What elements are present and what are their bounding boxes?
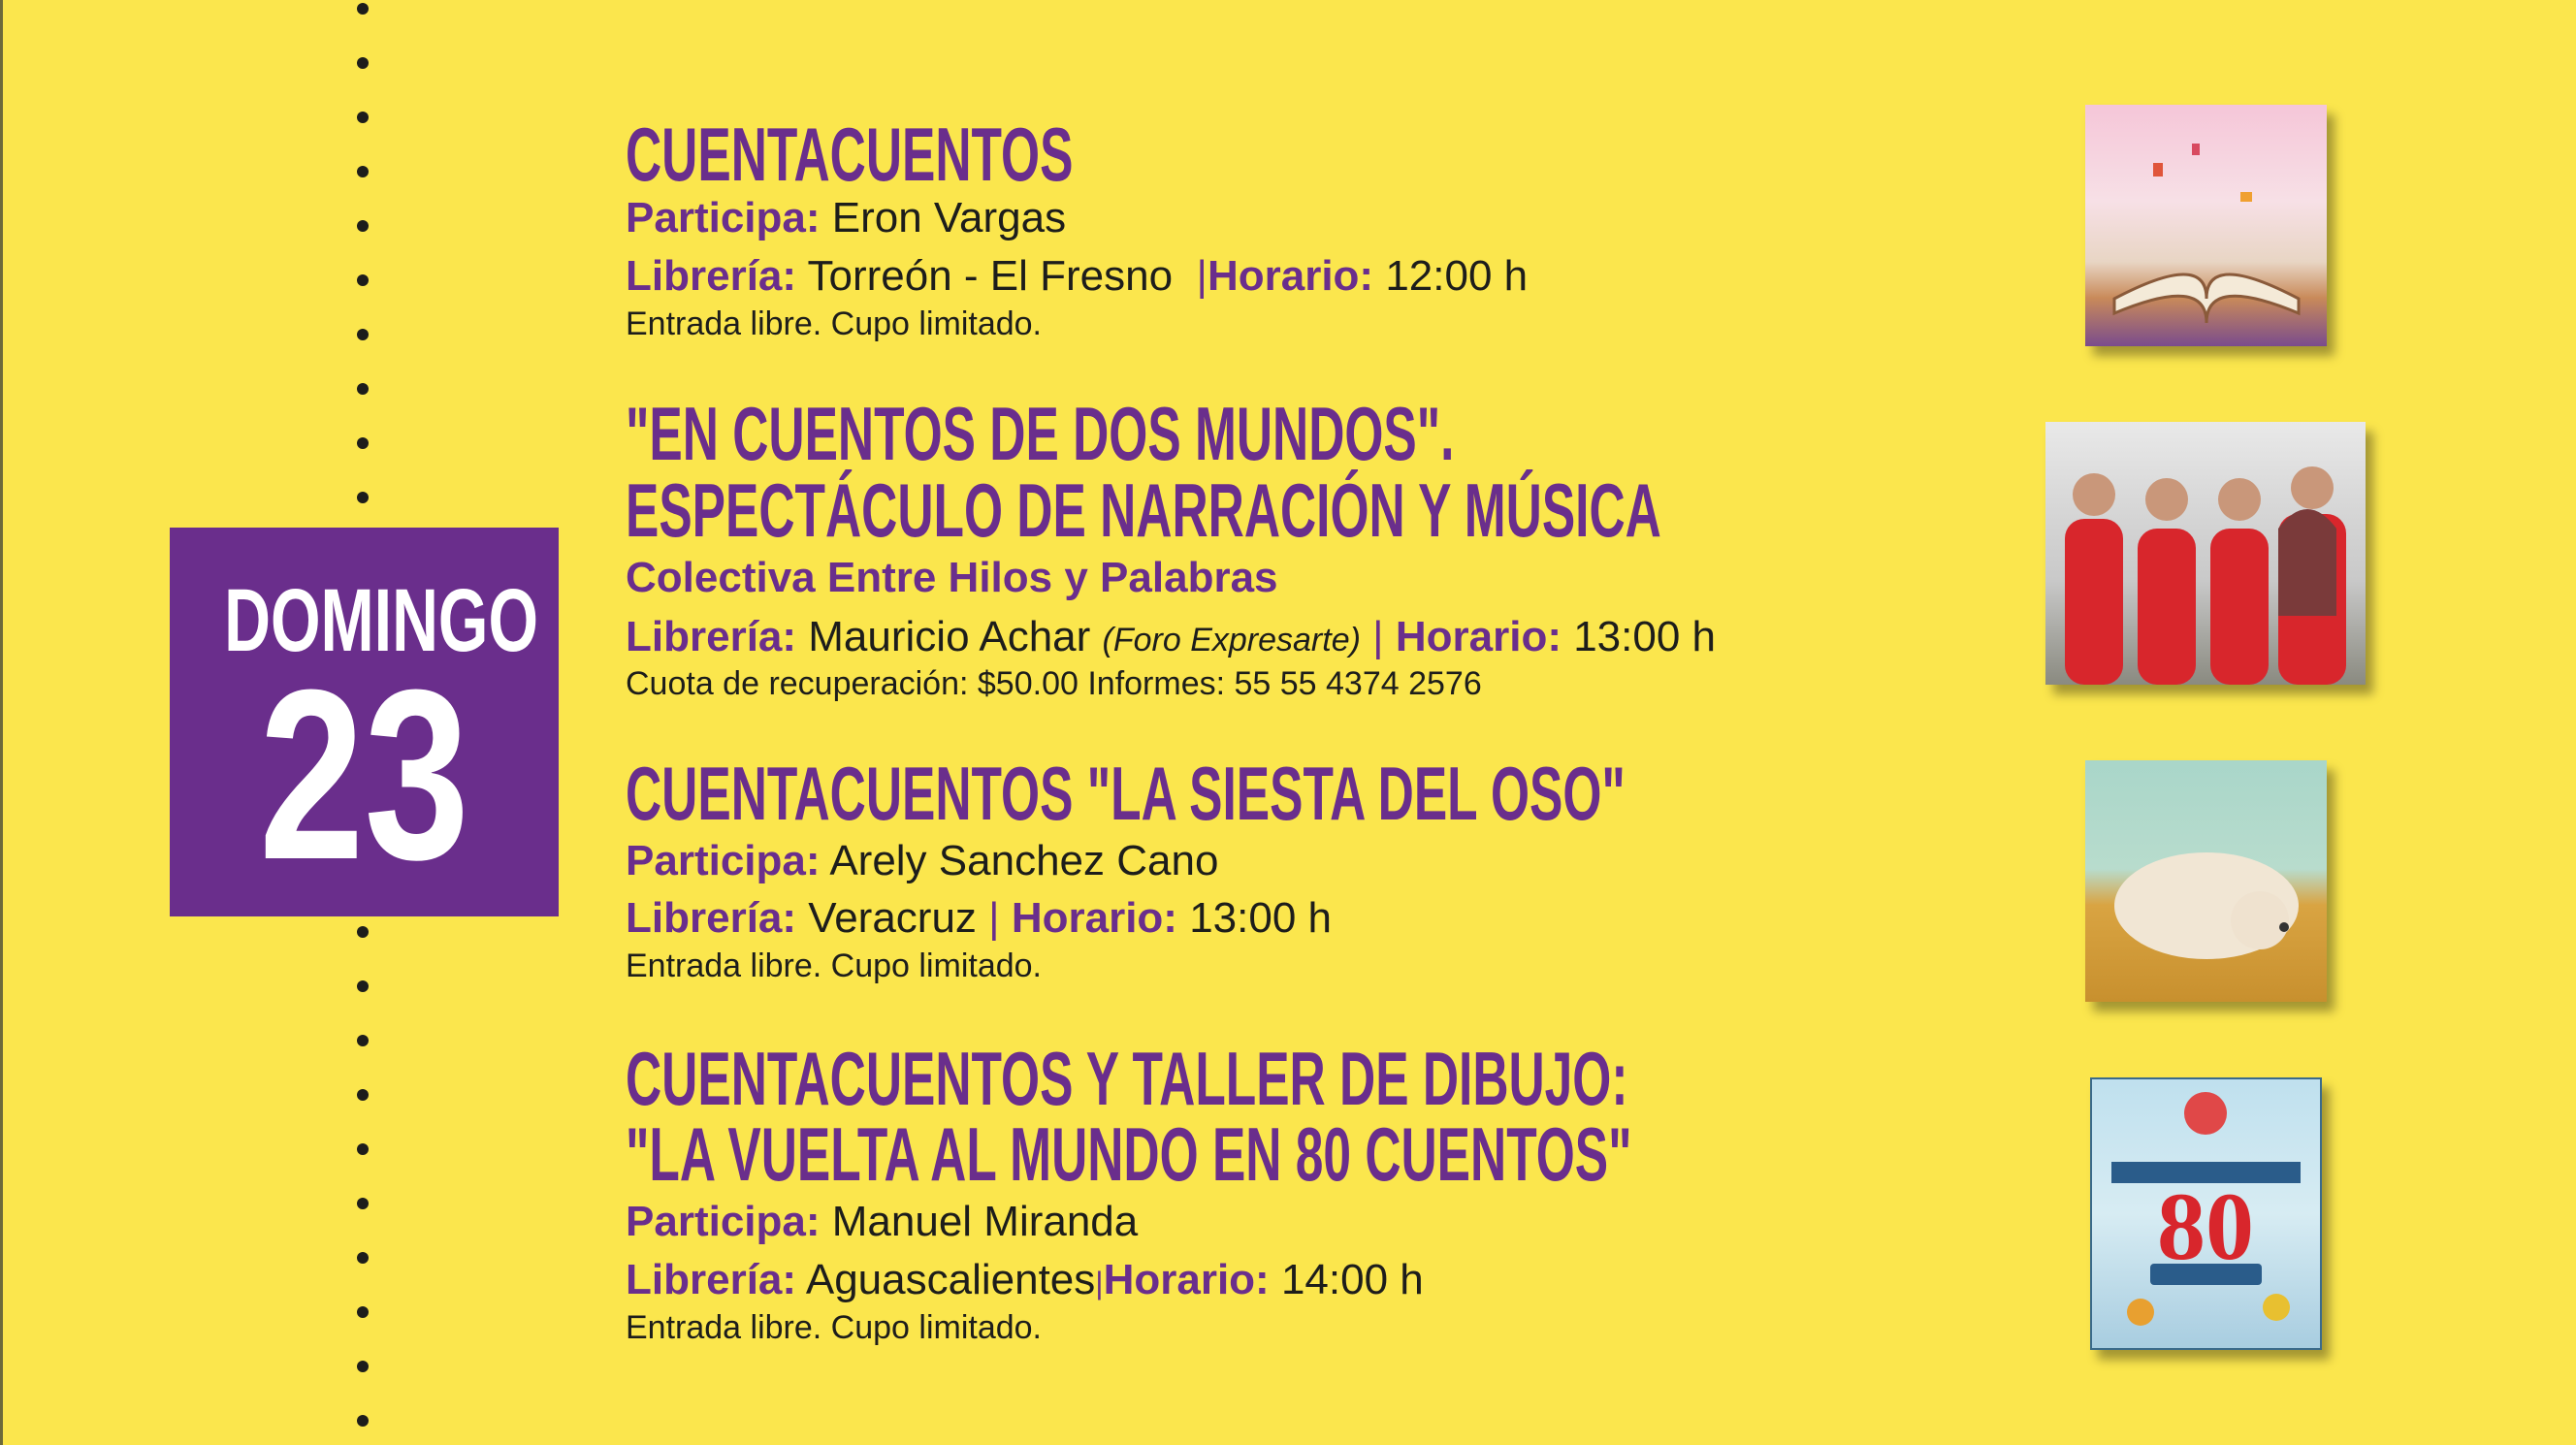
event-location: Librería: Aguascalientes|Horario: 14:00 … <box>626 1256 1424 1303</box>
event-location: Librería: Mauricio Achar (Foro Expresart… <box>626 613 1717 660</box>
participa-label: Participa: <box>626 837 821 884</box>
book-icon <box>2112 144 2301 324</box>
horario-label: Horario: <box>1207 252 1374 300</box>
timeline-dot <box>357 926 369 938</box>
timeline-dot <box>357 1198 369 1209</box>
timeline-dot <box>357 1415 369 1427</box>
timeline-dot <box>357 112 369 123</box>
event-note: Entrada libre. Cupo limitado. <box>626 947 1043 984</box>
horario-label: Horario: <box>1395 613 1562 660</box>
sleeping-bear-illustration <box>2085 760 2327 1002</box>
svg-text:80: 80 <box>2157 1172 2254 1280</box>
weekday: DOMINGO <box>224 571 538 670</box>
timeline-dot <box>357 1143 369 1155</box>
event-participant: Participa: Arely Sanchez Cano <box>626 840 1218 883</box>
timeline-dot <box>357 166 369 177</box>
timeline-dot <box>357 1306 369 1318</box>
participa-label: Participa: <box>626 194 821 241</box>
libreria-label: Librería: <box>626 1256 797 1303</box>
timeline-dot <box>357 980 369 992</box>
date-box: DOMINGO 23 <box>170 528 559 916</box>
participa-label: Participa: <box>626 1198 821 1245</box>
book-cover-art: 80 <box>2111 1092 2301 1326</box>
event-location: Librería: Veracruz | Horario: 13:00 h <box>626 894 1332 942</box>
timeline-dot <box>357 1089 369 1101</box>
libreria-name: Mauricio Achar <box>808 613 1091 660</box>
event-subtitle: Colectiva Entre Hilos y Palabras <box>626 554 1278 601</box>
participant-name: Manuel Miranda <box>831 1198 1139 1245</box>
group-photo <box>2065 466 2346 685</box>
day-number: 23 <box>259 639 469 910</box>
horario-value: 12:00 h <box>1385 252 1529 300</box>
timeline-dot <box>357 1035 369 1046</box>
event-title: "LA VUELTA AL MUNDO EN 80 CUENTOS" <box>626 1111 1632 1197</box>
timeline-dot <box>357 437 369 449</box>
group-photo-women-red-dresses <box>2045 422 2366 685</box>
libreria-name: Aguascalientes <box>805 1256 1096 1303</box>
event-title: CUENTACUENTOS Y TALLER DE DIBUJO: <box>626 1036 1628 1121</box>
event-title: "EN CUENTOS DE DOS MUNDOS". <box>626 391 1455 476</box>
event-title: ESPECTÁCULO DE NARRACIÓN Y MÚSICA <box>626 467 1661 553</box>
event-participant: Participa: Manuel Miranda <box>626 1201 1138 1243</box>
horario-label: Horario: <box>1103 1256 1270 1303</box>
libreria-label: Librería: <box>626 613 797 660</box>
event-title: CUENTACUENTOS "LA SIESTA DEL OSO" <box>626 751 1626 836</box>
libreria-note: (Foro Expresarte) <box>1102 622 1361 658</box>
event-note: Entrada libre. Cupo limitado. <box>626 305 1043 342</box>
event-location: Librería: Torreón - El Fresno |Horario: … <box>626 252 1529 300</box>
libreria-label: Librería: <box>626 894 797 942</box>
open-book-illustration <box>2085 105 2327 346</box>
timeline-dot <box>357 274 369 286</box>
left-edge <box>0 0 3 1445</box>
timeline-dot <box>357 492 369 503</box>
timeline-dot <box>357 57 369 69</box>
timeline-dot <box>357 383 369 395</box>
event-note: Entrada libre. Cupo limitado. <box>626 1309 1043 1346</box>
event-title: CUENTACUENTOS <box>626 112 1074 197</box>
libreria-name: Torreón - El Fresno <box>807 252 1174 300</box>
horario-label: Horario: <box>1011 894 1177 942</box>
event-participant: Participa: Eron Vargas <box>626 197 1066 240</box>
horario-value: 14:00 h <box>1280 1256 1424 1303</box>
event-note: Cuota de recuperación: $50.00 Informes: … <box>626 665 1482 702</box>
horario-value: 13:00 h <box>1189 894 1332 942</box>
timeline-dot <box>357 3 369 15</box>
participant-name: Eron Vargas <box>831 194 1067 241</box>
horario-value: 13:00 h <box>1573 613 1717 660</box>
book-cover-80-cuentos: 80 <box>2090 1077 2322 1350</box>
participant-name: Arely Sanchez Cano <box>829 837 1219 884</box>
libreria-label: Librería: <box>626 252 797 300</box>
timeline-dot <box>357 1252 369 1264</box>
bear-icon <box>2114 852 2299 959</box>
libreria-name: Veracruz <box>808 894 977 942</box>
timeline-dot <box>357 220 369 232</box>
timeline-dot <box>357 329 369 340</box>
timeline-dot <box>357 1361 369 1372</box>
